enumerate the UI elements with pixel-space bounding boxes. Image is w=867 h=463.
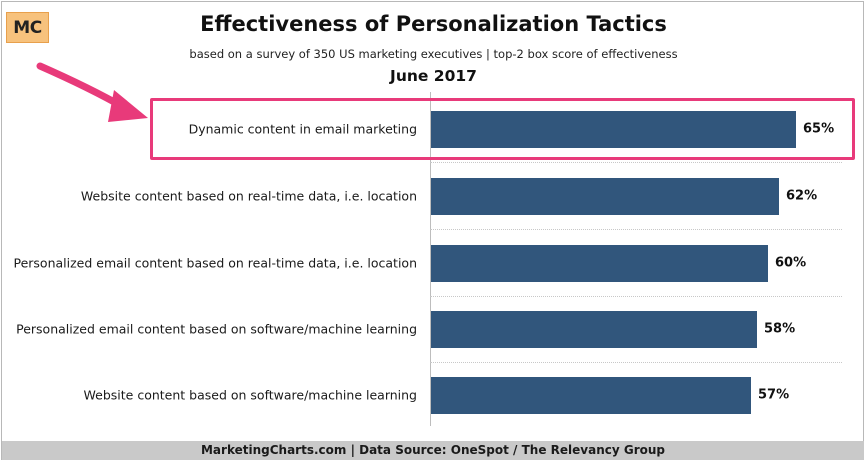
category-label: Website content based on real-time data,…	[80, 188, 417, 204]
bar-value-label: 57%	[758, 387, 790, 403]
chart-title: Effectiveness of Personalization Tactics	[200, 12, 667, 36]
row-separator	[430, 362, 842, 363]
chart-subtitle: based on a survey of 350 US marketing ex…	[189, 47, 678, 61]
category-label: Personalized email content based on real…	[13, 255, 418, 271]
category-axis-line	[430, 92, 431, 426]
bar	[431, 177, 779, 215]
category-label: Dynamic content in email marketing	[188, 121, 417, 137]
bar-value-label: 65%	[803, 121, 835, 137]
bar-value-label: 58%	[764, 321, 796, 337]
highlight-box	[150, 98, 855, 160]
pointer-arrow-icon	[36, 62, 148, 122]
category-label: Personalized email content based on soft…	[16, 321, 417, 337]
chart-date: June 2017	[390, 67, 477, 85]
category-label: Website content based on software/machin…	[83, 387, 417, 403]
bar	[431, 244, 768, 282]
bar-value-label: 62%	[786, 188, 818, 204]
bar	[431, 110, 796, 148]
chart-footer: MarketingCharts.com | Data Source: OneSp…	[2, 441, 864, 460]
row-separator	[430, 296, 842, 297]
row-separator	[430, 162, 842, 163]
bar	[431, 310, 757, 348]
marketingcharts-logo: MC	[6, 12, 49, 43]
bar	[431, 376, 751, 414]
row-separator	[430, 229, 842, 230]
bar-value-label: 60%	[775, 255, 807, 271]
